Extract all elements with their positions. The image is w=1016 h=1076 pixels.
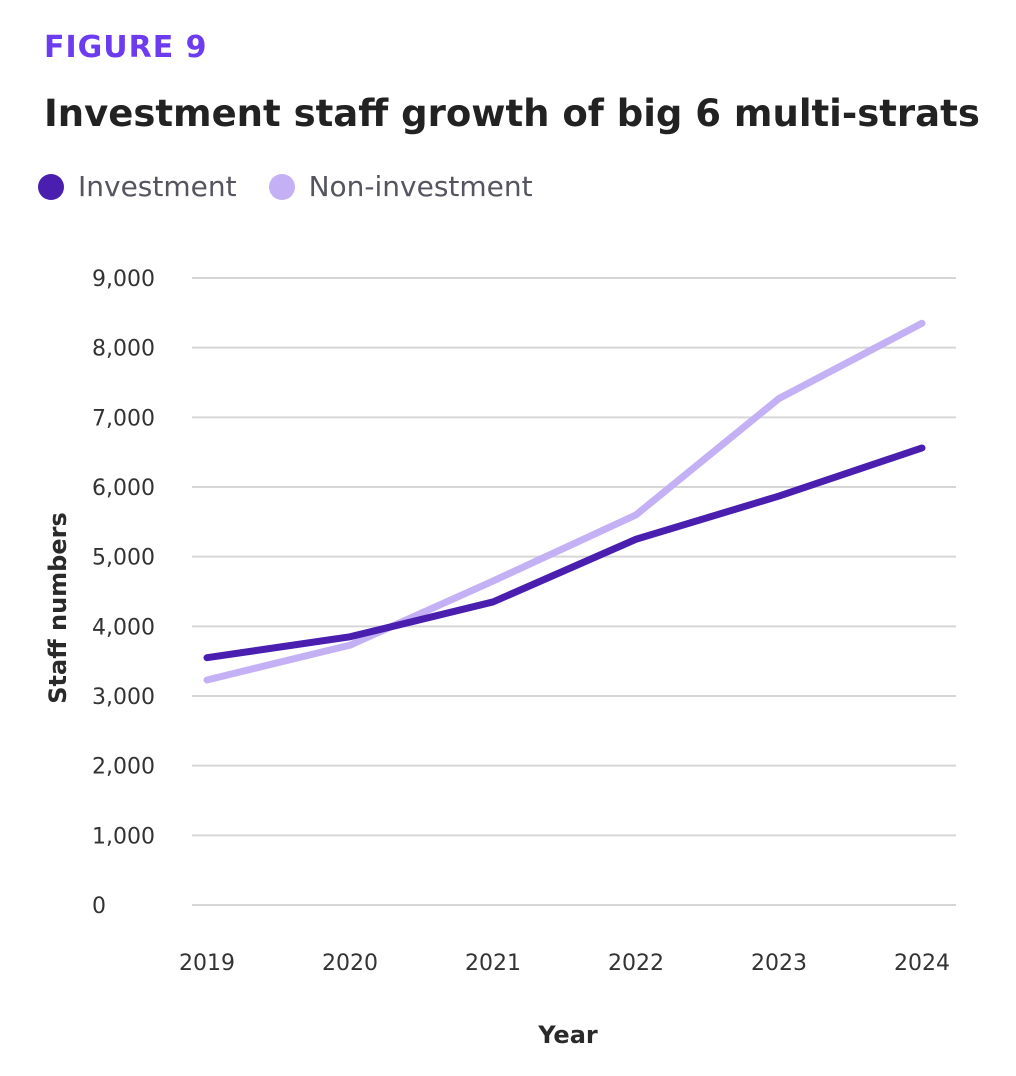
figure-label: FIGURE 9 [44, 30, 208, 65]
chart-legend: Investment Non-investment [38, 170, 565, 203]
legend-swatch-investment [38, 173, 64, 200]
y-tick-label: 7,000 [92, 406, 155, 431]
x-tick-label: 2019 [179, 951, 235, 976]
y-tick-label: 0 [92, 894, 106, 919]
x-tick-label: 2021 [465, 951, 521, 976]
y-tick-label: 3,000 [92, 685, 155, 710]
x-tick-label: 2020 [322, 951, 378, 976]
series-lines [203, 319, 926, 684]
x-tick-label: 2022 [608, 951, 664, 976]
y-axis-title: Staff numbers [44, 512, 72, 704]
series-line-investment [203, 444, 926, 662]
y-axis-ticks: 0 1,000 2,000 3,000 4,000 5,000 6,000 7,000 8,00… [92, 267, 155, 919]
legend-swatch-non-investment [268, 173, 295, 200]
y-tick-label: 5,000 [92, 546, 155, 571]
gridlines [192, 277, 956, 906]
y-tick-label: 8,000 [92, 337, 155, 362]
legend-label-non-investment: Non-investment [308, 170, 533, 203]
chart-title: Investment staff growth of big 6 multi-s… [44, 92, 980, 135]
y-tick-label: 2,000 [92, 755, 155, 780]
y-tick-label: 1,000 [92, 824, 155, 849]
x-tick-label: 2024 [894, 951, 950, 976]
legend-item-investment: Investment [38, 170, 237, 203]
y-tick-label: 9,000 [92, 267, 155, 292]
legend-item-non-investment: Non-investment [268, 170, 533, 203]
series-line-non-investment [203, 319, 926, 684]
legend-label-investment: Investment [78, 170, 237, 203]
x-axis-title: Year [537, 1021, 598, 1049]
x-axis-ticks: 2019 2020 2021 2022 2023 2024 [179, 951, 950, 976]
x-tick-label: 2023 [751, 951, 807, 976]
y-tick-label: 4,000 [92, 615, 155, 640]
y-tick-label: 6,000 [92, 476, 155, 501]
